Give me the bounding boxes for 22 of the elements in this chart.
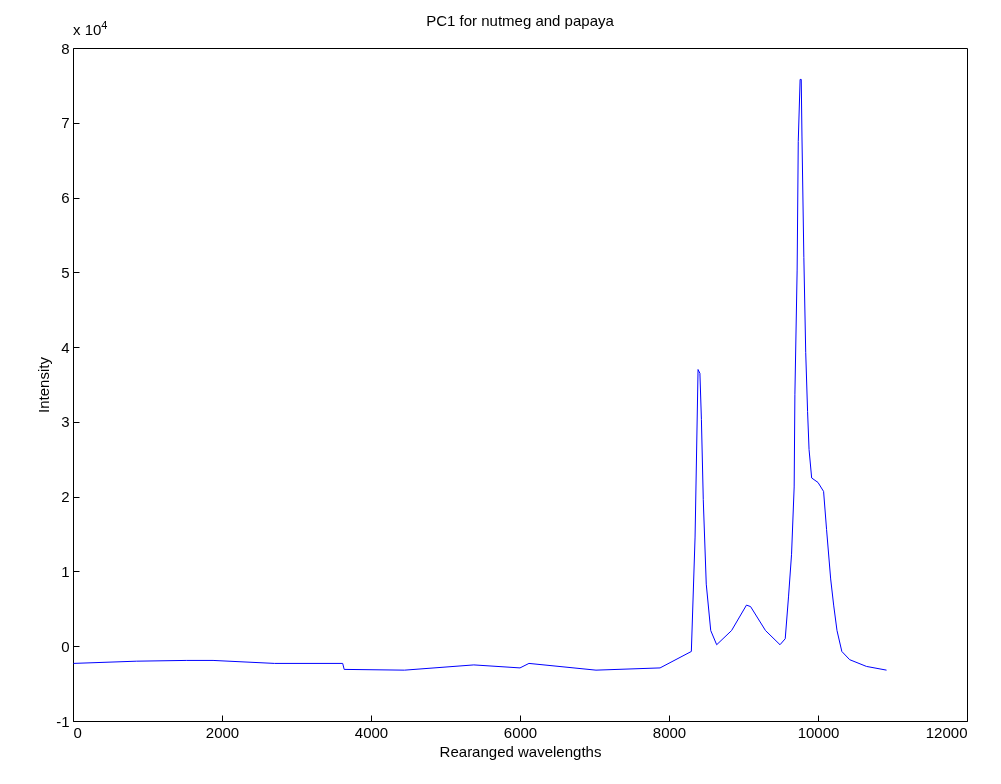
line-series: [73, 78, 888, 671]
x-tick-label: 0: [73, 723, 82, 741]
x-tick-label: 8000: [652, 723, 687, 741]
y-tick-label: 3: [61, 413, 70, 431]
y-tick-label: 4: [61, 338, 70, 356]
y-tick-label: 5: [61, 263, 70, 281]
y-tick-label: 7: [61, 114, 70, 132]
y-tick-label: 1: [61, 562, 70, 580]
y-tick-label: 8: [61, 39, 70, 57]
x-tick-label: 2000: [205, 723, 240, 741]
y-tick-label: 0: [61, 637, 70, 655]
y-axis-title: Intensity: [35, 356, 53, 413]
y-tick-label: 6: [61, 189, 70, 207]
y-tick-label: -1: [56, 712, 70, 730]
x-tick-label: 6000: [503, 723, 538, 741]
x-tick-label: 4000: [354, 723, 389, 741]
text: x 10$^{4}$: [73, 19, 108, 38]
x-axis-title: Rearanged wavelengths: [439, 742, 602, 760]
x-tick-label: 12000: [925, 723, 968, 741]
chart-title: PC1 for nutmeg and papaya: [426, 12, 615, 29]
x-tick-label: 10000: [797, 723, 840, 741]
y-tick-label: 2: [61, 488, 70, 506]
